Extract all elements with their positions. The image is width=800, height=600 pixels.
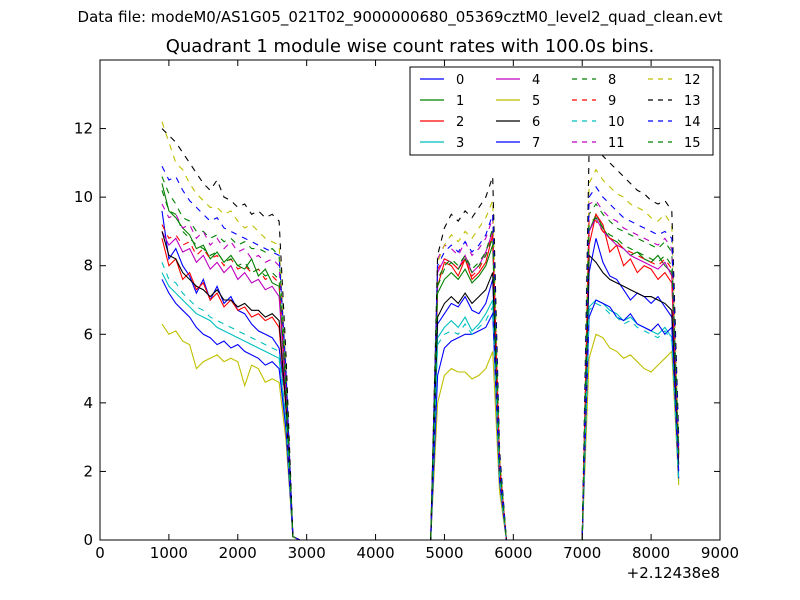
series-line-11 bbox=[161, 199, 680, 541]
chart-title: Quadrant 1 module wise count rates with … bbox=[165, 36, 655, 57]
series-line-0 bbox=[161, 210, 680, 541]
data-file-title: Data file: modeM0/AS1G05_021T02_90000006… bbox=[77, 8, 723, 26]
legend-item-11: 11 bbox=[572, 136, 625, 151]
x-tick-label: 9000 bbox=[701, 544, 739, 562]
series-line-15 bbox=[161, 190, 680, 541]
legend-label: 14 bbox=[684, 115, 701, 130]
legend-box bbox=[409, 66, 714, 156]
y-tick-label: 2 bbox=[83, 462, 93, 480]
y-tick-label: 4 bbox=[83, 394, 93, 412]
legend-label: 5 bbox=[532, 94, 540, 109]
y-tick-label: 0 bbox=[83, 531, 93, 549]
legend-label: 9 bbox=[608, 94, 616, 109]
series-line-9 bbox=[161, 216, 680, 541]
legend-label: 15 bbox=[684, 136, 701, 151]
legend-label: 10 bbox=[608, 115, 625, 130]
series-line-12 bbox=[161, 121, 680, 541]
legend-item-1: 1 bbox=[420, 94, 464, 109]
legend-label: 0 bbox=[456, 73, 464, 88]
plot-lines bbox=[161, 121, 680, 541]
series-line-13 bbox=[161, 128, 680, 541]
x-tick-label: 4000 bbox=[356, 544, 394, 562]
legend-item-3: 3 bbox=[420, 136, 464, 151]
series-line-2 bbox=[161, 212, 680, 541]
legend-item-12: 12 bbox=[648, 73, 701, 88]
y-axis: 0 2 4 6 8 10 12 bbox=[74, 120, 720, 549]
legend-item-7: 7 bbox=[496, 136, 540, 151]
legend-label: 1 bbox=[456, 94, 464, 109]
series-line-8 bbox=[161, 176, 680, 541]
series-line-7 bbox=[161, 279, 680, 541]
series-line-1 bbox=[161, 183, 680, 541]
legend-item-15: 15 bbox=[648, 136, 701, 151]
legend-label: 3 bbox=[456, 136, 464, 151]
x-offset-label: +2.12438e8 bbox=[627, 564, 720, 582]
legend-label: 2 bbox=[456, 115, 464, 130]
x-tick-label: 5000 bbox=[425, 544, 463, 562]
legend-item-5: 5 bbox=[496, 94, 540, 109]
legend-item-6: 6 bbox=[496, 115, 540, 130]
y-tick-label: 12 bbox=[74, 120, 93, 138]
legend-item-13: 13 bbox=[648, 94, 701, 109]
x-tick-label: 0 bbox=[95, 544, 105, 562]
x-tick-label: 2000 bbox=[219, 544, 257, 562]
y-tick-label: 8 bbox=[83, 257, 93, 275]
legend-label: 12 bbox=[684, 73, 701, 88]
legend-item-9: 9 bbox=[572, 94, 616, 109]
legend-item-14: 14 bbox=[648, 115, 701, 130]
series-line-10 bbox=[161, 262, 680, 541]
x-tick-label: 3000 bbox=[288, 544, 326, 562]
series-line-3 bbox=[161, 272, 680, 541]
x-tick-label: 7000 bbox=[563, 544, 601, 562]
x-tick-label: 8000 bbox=[632, 544, 670, 562]
legend-item-0: 0 bbox=[420, 73, 464, 88]
legend-label: 13 bbox=[684, 94, 701, 109]
legend-label: 6 bbox=[532, 115, 540, 130]
series-line-5 bbox=[161, 323, 680, 541]
legend-item-2: 2 bbox=[420, 115, 464, 130]
legend-label: 4 bbox=[532, 73, 540, 88]
legend-item-4: 4 bbox=[496, 73, 540, 88]
legend-item-10: 10 bbox=[572, 115, 625, 130]
legend-label: 7 bbox=[532, 136, 540, 151]
x-axis: 0 1000 2000 3000 4000 5000 6000 7000 8000 9000 bbox=[95, 60, 739, 562]
x-tick-label: 1000 bbox=[150, 544, 188, 562]
y-tick-label: 6 bbox=[83, 325, 93, 343]
y-tick-label: 10 bbox=[74, 188, 93, 206]
axes-frame bbox=[99, 59, 721, 541]
x-tick-label: 6000 bbox=[494, 544, 532, 562]
legend-item-8: 8 bbox=[572, 73, 616, 88]
legend-label: 11 bbox=[608, 136, 625, 151]
legend-label: 8 bbox=[608, 73, 616, 88]
